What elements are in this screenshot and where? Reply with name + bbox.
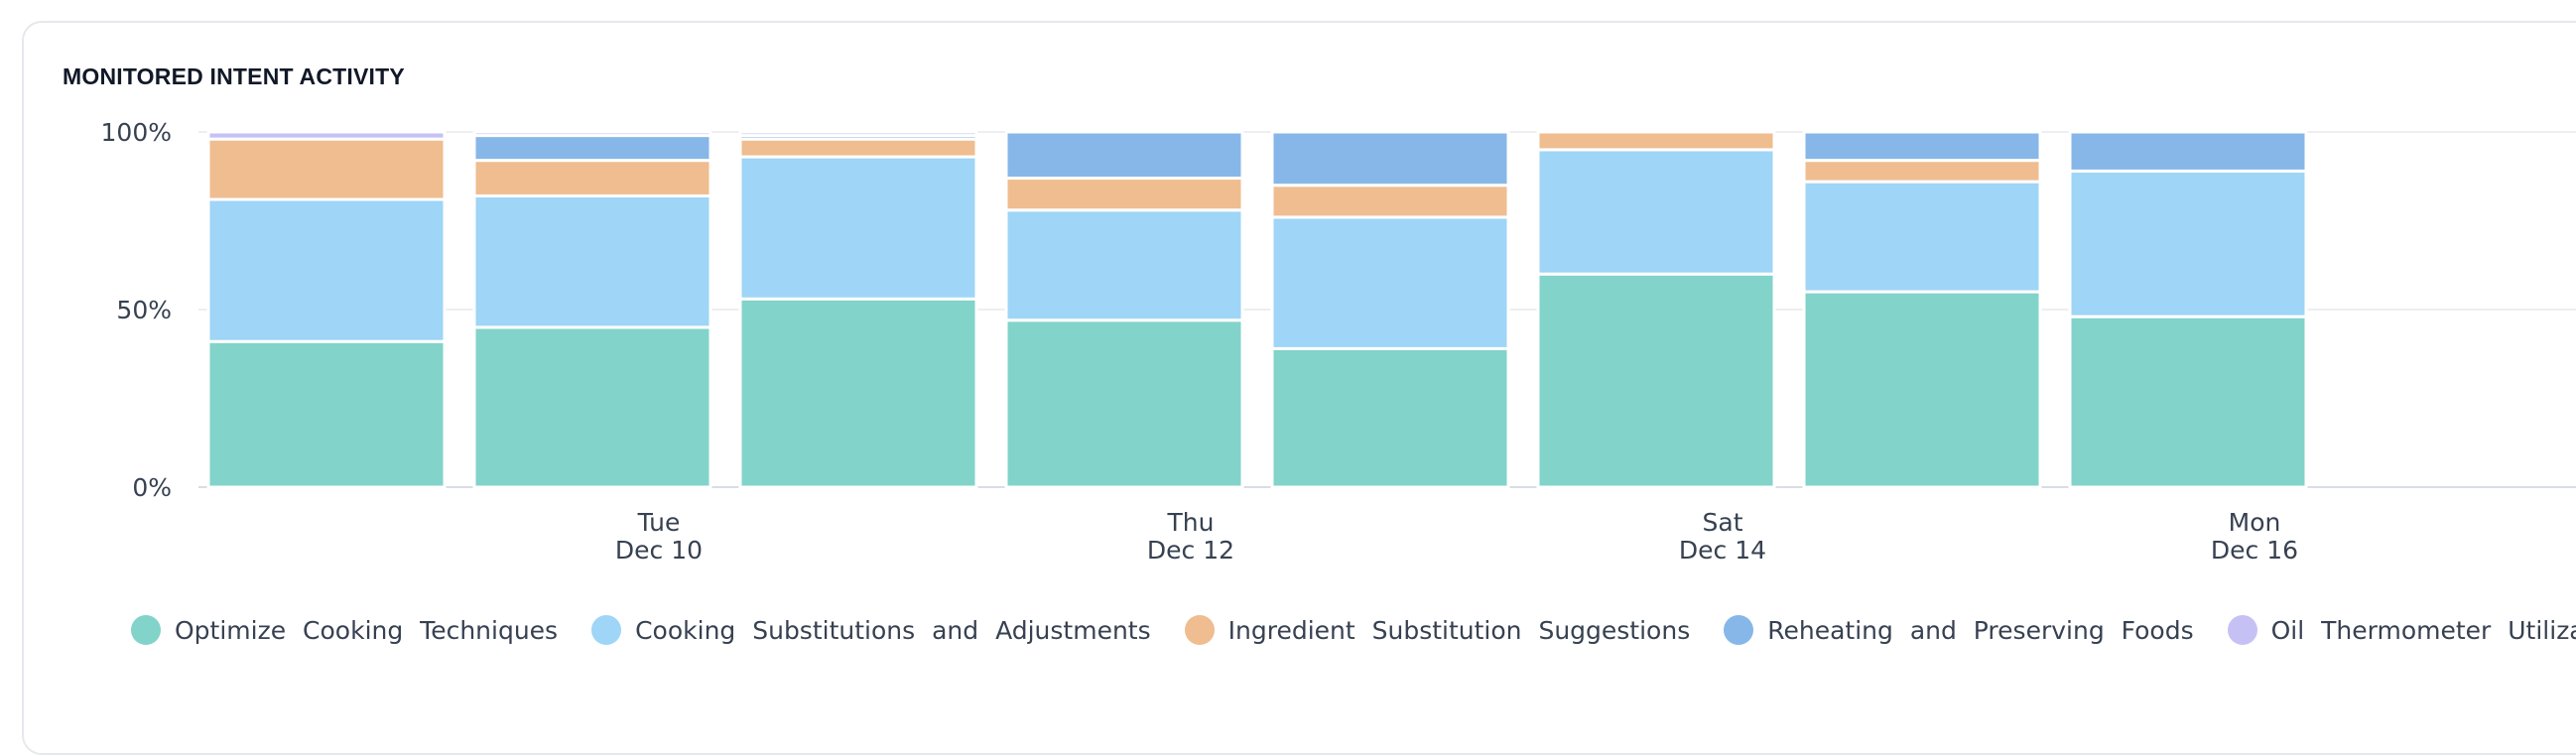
x-tick-label: Dec 16	[2211, 536, 2298, 565]
bars	[206, 130, 2308, 489]
bar-segment[interactable]	[1004, 130, 1244, 181]
legend-item[interactable]: Oil Thermometer Utilization	[2227, 615, 2576, 645]
legend-label: Cooking Substitutions and Adjustments	[635, 615, 1151, 645]
legend-label: Reheating and Preserving Foods	[1767, 615, 2194, 645]
legend-item[interactable]: Ingredient Substitution Suggestions	[1184, 615, 1691, 645]
bar-segment[interactable]	[2068, 169, 2308, 318]
legend-swatch-icon	[1724, 615, 1754, 645]
x-tick-label: Dec 12	[1147, 536, 1234, 565]
x-tick-label: Sat	[1703, 508, 1743, 537]
bar-segment[interactable]	[472, 134, 712, 163]
bar-segment[interactable]	[1004, 318, 1244, 489]
chart-title: MONITORED INTENT ACTIVITY	[63, 63, 405, 89]
bar-segment[interactable]	[738, 155, 978, 301]
bar-segment[interactable]	[1270, 184, 1510, 219]
bar-segment[interactable]	[206, 130, 447, 141]
bar-segment[interactable]	[1802, 159, 2042, 184]
bar-segment[interactable]	[738, 130, 978, 138]
bar-segment[interactable]	[1802, 130, 2042, 163]
bar-segment[interactable]	[206, 197, 447, 343]
legend-swatch-icon	[2227, 615, 2257, 645]
y-tick-label: 0%	[132, 473, 172, 502]
legend-swatch-icon	[591, 615, 622, 645]
legend-label: Ingredient Substitution Suggestions	[1227, 615, 1691, 645]
bar-segment[interactable]	[1270, 130, 1510, 188]
legend-swatch-icon	[131, 615, 161, 645]
chart-legend: Optimize Cooking Techniques Cooking Subst…	[131, 615, 2576, 645]
bar-segment[interactable]	[472, 159, 712, 197]
legend-label: Optimize Cooking Techniques	[175, 615, 559, 645]
bar-segment[interactable]	[1536, 148, 1776, 276]
legend-label: Oil Thermometer Utilization	[2270, 615, 2576, 645]
bar-segment[interactable]	[1802, 290, 2042, 489]
x-tick-label: Dec 10	[615, 536, 703, 565]
bar-segment[interactable]	[1536, 272, 1776, 489]
legend-item[interactable]: Reheating and Preserving Foods	[1724, 615, 2194, 645]
legend-item[interactable]: Optimize Cooking Techniques	[131, 615, 558, 645]
bar-segment[interactable]	[472, 130, 712, 138]
bar-segment[interactable]	[1270, 346, 1510, 489]
legend-item[interactable]: Cooking Substitutions and Adjustments	[591, 615, 1151, 645]
bar-segment[interactable]	[2068, 315, 2308, 489]
bar-segment[interactable]	[1270, 215, 1510, 350]
bar-segment[interactable]	[2068, 130, 2308, 173]
x-tick-label: Tue	[637, 508, 681, 537]
x-tick-label: Mon	[2229, 508, 2281, 537]
bar-segment[interactable]	[1536, 130, 1776, 152]
bar-segment[interactable]	[738, 297, 978, 489]
y-tick-label: 50%	[116, 296, 172, 324]
bar-segment[interactable]	[206, 339, 447, 489]
legend-swatch-icon	[1184, 615, 1215, 645]
bar-segment[interactable]	[1004, 177, 1244, 212]
bar-segment[interactable]	[1004, 208, 1244, 322]
bar-segment[interactable]	[206, 137, 447, 201]
bar-segment[interactable]	[472, 193, 712, 329]
bar-segment[interactable]	[472, 325, 712, 489]
x-tick-label: Thu	[1167, 508, 1215, 537]
bar-segment[interactable]	[738, 137, 978, 159]
bar-segment[interactable]	[1802, 180, 2042, 294]
y-tick-label: 100%	[101, 118, 172, 147]
x-tick-label: Dec 14	[1679, 536, 1766, 565]
